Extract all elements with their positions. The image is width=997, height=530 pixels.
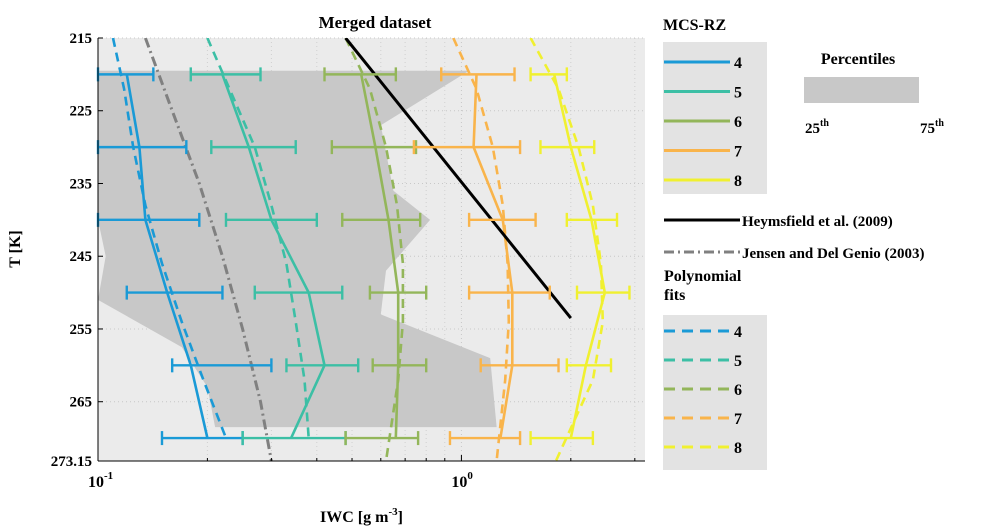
- x-tick-exponent: 0: [467, 470, 473, 482]
- x-tick-exponent: -1: [104, 470, 113, 482]
- legend-mcs-label-4: 4: [734, 55, 742, 72]
- legend-heymsfield-label: Heymsfield et al. (2009): [742, 214, 893, 230]
- legend-poly-label-8: 8: [734, 440, 742, 457]
- y-tick-label: 225: [70, 104, 93, 120]
- x-axis-label-close: ]: [398, 509, 403, 526]
- legend-p25-base: 25: [805, 121, 820, 137]
- x-tick-base: 10: [451, 474, 467, 491]
- legend-mcs-label-8: 8: [734, 173, 742, 190]
- x-tick-label: 10-1: [88, 470, 113, 491]
- y-tick-label: 235: [70, 176, 93, 192]
- legend-poly-label-5: 5: [734, 353, 742, 370]
- poly-fit-line-5: [206, 38, 310, 439]
- legend-poly-items: 4 5 6 7 8: [664, 324, 742, 457]
- legend-mcs-title: MCS-RZ: [663, 17, 726, 34]
- x-tick-label: 100: [451, 470, 473, 491]
- poly-fit-line-6: [344, 38, 405, 461]
- chart-title: Merged dataset: [319, 13, 432, 32]
- x-tick-base: 10: [88, 474, 104, 491]
- x-axis-label-main: IWC [g m: [320, 509, 389, 526]
- legend-poly-label-7: 7: [734, 411, 742, 428]
- poly-fit-line-7: [452, 38, 511, 461]
- legend-poly-box: [663, 315, 767, 470]
- legend-percentile-swatch: [804, 77, 919, 103]
- legend-percentiles-title: Percentiles: [821, 51, 895, 68]
- y-tick-label: 215: [70, 31, 93, 47]
- series-layer: [111, 38, 607, 461]
- legend-mcs-label-7: 7: [734, 144, 742, 161]
- legend-mcs-box: [663, 42, 767, 194]
- reference-line: [143, 38, 273, 461]
- legend-mcs-items: 4 5 6 7 8: [664, 55, 742, 190]
- reference-line: [344, 38, 572, 320]
- legend-mcs-label-6: 6: [734, 114, 742, 131]
- legend-jensen-label: Jensen and Del Genio (2003): [742, 246, 925, 262]
- y-axis-label: T [K]: [7, 230, 24, 267]
- legend-p75-base: 75: [920, 121, 935, 137]
- y-tick-label: 255: [70, 322, 93, 338]
- mcs-series-line-8: [552, 74, 607, 439]
- legend-poly-label-4: 4: [734, 324, 742, 341]
- y-tick-label: 273.15: [51, 454, 92, 470]
- mcs-series-line-5: [221, 73, 326, 439]
- legend-mcs-label-5: 5: [734, 85, 742, 102]
- y-tick-label: 245: [70, 249, 93, 265]
- poly-fit-line-8: [529, 38, 605, 461]
- legend-poly-title: Polynomial: [664, 268, 742, 285]
- errorbar-layer: [96, 67, 631, 446]
- legend-poly-label-6: 6: [734, 382, 742, 399]
- legend-p75-label: 75th: [920, 118, 944, 137]
- x-axis-label: IWC [g m-3]: [320, 506, 403, 526]
- legend-p25-label: 25th: [805, 118, 829, 137]
- poly-fit-line-4: [111, 38, 228, 439]
- legend-p25-sup: th: [820, 118, 829, 129]
- x-axis-label-exponent: -3: [388, 506, 398, 518]
- legend-poly-title-2: fits: [664, 287, 685, 304]
- legend-p75-sup: th: [935, 118, 944, 129]
- y-tick-label: 265: [70, 395, 93, 411]
- mcs-series-line-4: [125, 74, 209, 439]
